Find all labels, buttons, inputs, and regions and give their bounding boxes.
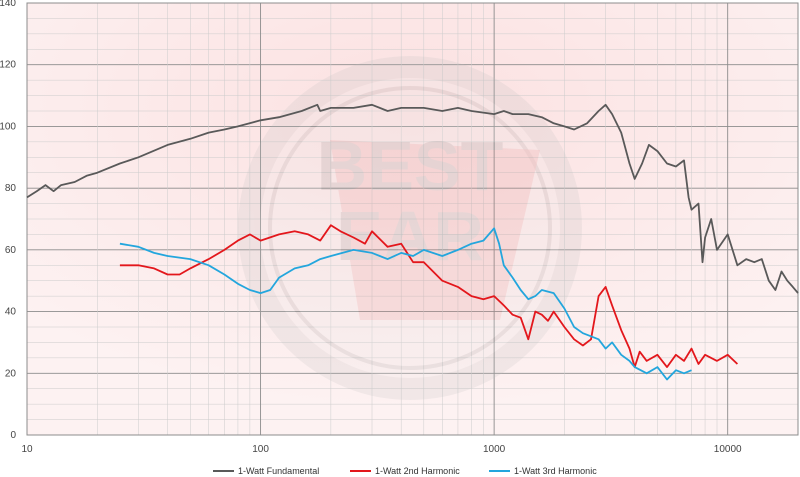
plot-border bbox=[26, 2, 799, 436]
x-tick-label: 10 bbox=[21, 444, 33, 455]
x-tick-label: 1000 bbox=[483, 444, 506, 455]
series-line-2 bbox=[119, 224, 739, 368]
legend-label: 1-Watt Fundamental bbox=[238, 466, 319, 476]
series-lines bbox=[26, 103, 799, 381]
y-tick-label: 0 bbox=[10, 430, 16, 441]
y-tick-label: 100 bbox=[0, 121, 16, 132]
y-tick-label: 40 bbox=[5, 307, 17, 318]
legend: 1-Watt Fundamental 1-Watt 2nd Harmonic 1-W… bbox=[213, 466, 597, 476]
y-tick-label: 20 bbox=[5, 368, 17, 379]
y-tick-label: 140 bbox=[0, 0, 16, 9]
x-tick-label: 10000 bbox=[714, 444, 742, 455]
y-axis-ticks: 0 20 40 60 80 100 120 140 bbox=[0, 0, 16, 441]
watermark-logo: BEST EAR bbox=[238, 56, 582, 400]
svg-text:BEST: BEST bbox=[317, 127, 504, 205]
series-line-1 bbox=[26, 103, 799, 294]
y-tick-label: 120 bbox=[0, 60, 16, 71]
svg-text:EAR: EAR bbox=[336, 197, 484, 275]
x-axis-ticks: 10 100 1000 10000 bbox=[21, 444, 742, 455]
x-tick-label: 100 bbox=[252, 444, 269, 455]
legend-label: 1-Watt 3rd Harmonic bbox=[514, 466, 597, 476]
series-line-3 bbox=[119, 227, 692, 381]
y-tick-label: 60 bbox=[5, 245, 17, 256]
y-tick-label: 80 bbox=[5, 183, 17, 194]
grid bbox=[26, 2, 799, 436]
legend-label: 1-Watt 2nd Harmonic bbox=[375, 466, 460, 476]
